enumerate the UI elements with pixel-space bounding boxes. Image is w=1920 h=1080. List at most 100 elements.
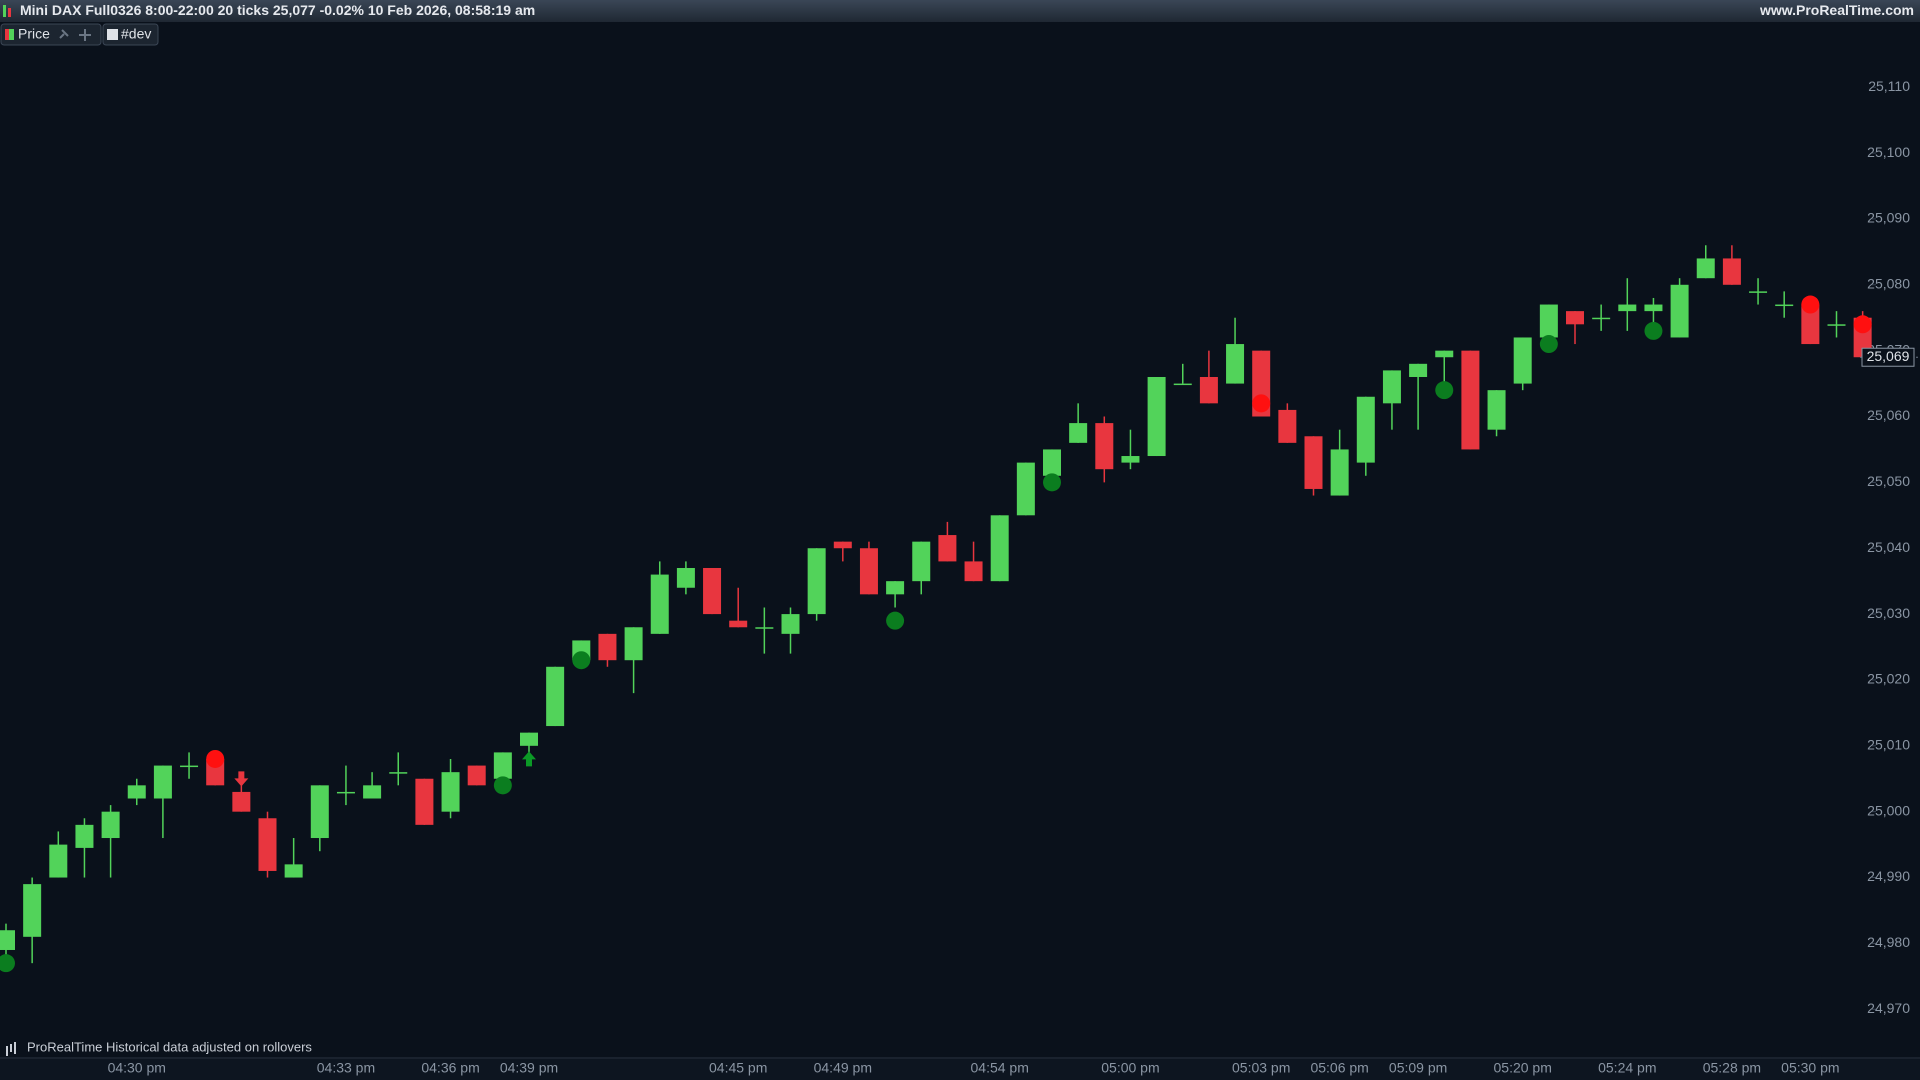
candle-body <box>859 548 878 595</box>
candle-body <box>938 535 957 562</box>
candle-body <box>520 732 538 746</box>
y-tick-label: 25,080 <box>1867 275 1910 291</box>
buy-signal <box>1644 321 1663 340</box>
price-label[interactable]: Price <box>18 26 50 42</box>
candle-body <box>310 785 329 839</box>
candle-body <box>990 515 1009 582</box>
candle-body <box>336 791 355 794</box>
x-tick-label: 05:06 pm <box>1310 1060 1368 1076</box>
x-tick-label: 04:33 pm <box>317 1060 375 1076</box>
candle-body <box>1409 363 1428 377</box>
buy-signal <box>1043 473 1061 492</box>
candle-body <box>781 614 800 634</box>
plot: 24,970 24,980 24,990 25,000 25,010 25,020 25,0… <box>0 78 1920 1076</box>
candle-body <box>1330 449 1349 496</box>
candle-body <box>1513 337 1532 384</box>
candle-body <box>284 864 303 878</box>
candle-body <box>1356 396 1375 463</box>
y-tick-label: 25,110 <box>1868 78 1910 94</box>
candle-body <box>624 627 643 661</box>
buy-signal <box>1539 335 1558 354</box>
candle-body <box>1147 376 1166 457</box>
candle-body <box>258 818 277 871</box>
dev-icon <box>107 29 118 40</box>
y-tick-label: 25,000 <box>1867 802 1910 818</box>
y-tick-label: 24,990 <box>1867 868 1910 884</box>
candle-body <box>1827 324 1846 326</box>
dev-label[interactable]: #dev <box>121 26 151 42</box>
y-tick-label: 25,060 <box>1867 407 1910 423</box>
buy-signal <box>493 776 512 795</box>
y-tick-label: 25,010 <box>1867 737 1910 753</box>
app-icon <box>8 8 11 17</box>
buy-signal <box>1435 381 1454 400</box>
site-link[interactable]: www.ProRealTime.com <box>1759 2 1914 18</box>
candle-body <box>1069 423 1088 443</box>
sell-signal <box>1853 315 1872 334</box>
last-price-box <box>1861 347 1915 367</box>
x-tick-label: 04:54 pm <box>971 1060 1029 1076</box>
candle-body <box>1043 449 1061 476</box>
add-icon[interactable] <box>79 29 91 41</box>
candle-body <box>1173 383 1192 386</box>
price-icon <box>9 29 14 40</box>
candle-body <box>1461 350 1480 450</box>
buy-arrow <box>522 751 536 767</box>
candle-body <box>964 561 983 582</box>
sell-arrow <box>234 771 249 787</box>
candle-body <box>23 884 42 937</box>
footer-icon <box>6 1042 16 1056</box>
candle-body <box>415 778 434 825</box>
sell-signal <box>1801 295 1820 314</box>
candle-body <box>493 752 512 779</box>
candle-body <box>1278 409 1297 443</box>
candle-body <box>127 785 146 799</box>
buy-signal <box>886 611 905 630</box>
candle-body <box>1749 291 1768 293</box>
candle-body <box>1566 311 1584 325</box>
candle-body <box>1801 304 1820 345</box>
y-tick-label: 25,100 <box>1867 144 1910 160</box>
price-icon <box>5 29 10 40</box>
candle-body <box>1435 350 1454 358</box>
last-price-label: 25,069 <box>1867 348 1910 364</box>
toolbar: Price #dev <box>0 23 159 46</box>
candle-body <box>101 811 120 839</box>
y-tick-label: 25,020 <box>1867 671 1910 687</box>
x-tick-label: 04:36 pm <box>421 1060 479 1076</box>
footer-note: ProRealTime Historical data adjusted on … <box>27 1039 312 1054</box>
candle-body <box>232 791 251 812</box>
candle-body <box>1382 370 1401 404</box>
candle-body <box>886 581 905 595</box>
x-tick-label: 05:24 pm <box>1598 1060 1656 1076</box>
sell-signal <box>1252 394 1271 413</box>
candle-body <box>833 541 852 549</box>
y-tick-label: 25,040 <box>1867 539 1910 555</box>
candle-body <box>1539 304 1558 338</box>
y-tick-label: 25,050 <box>1867 473 1910 489</box>
candle-body <box>49 844 68 878</box>
buy-signal <box>0 954 15 973</box>
sell-signal <box>206 749 225 768</box>
x-tick-label: 05:28 pm <box>1703 1060 1761 1076</box>
candle-body <box>1775 304 1794 307</box>
x-tick-label: 05:30 pm <box>1781 1060 1839 1076</box>
candle-body <box>180 765 199 768</box>
x-tick-label: 04:45 pm <box>709 1060 767 1076</box>
x-tick-label: 04:30 pm <box>108 1060 166 1076</box>
settings-icon[interactable] <box>59 29 69 39</box>
candle-body <box>1618 304 1637 312</box>
candle-body <box>1304 436 1323 489</box>
candle-body <box>703 567 722 615</box>
x-tick-label: 04:39 pm <box>500 1060 558 1076</box>
candle-body <box>0 930 15 950</box>
price-button[interactable] <box>0 23 102 46</box>
candle-body <box>676 567 695 588</box>
candle-body <box>389 772 408 774</box>
x-tick-label: 05:00 pm <box>1101 1060 1159 1076</box>
candle-body <box>153 765 172 799</box>
candle-body <box>546 666 565 727</box>
candle-body <box>807 548 826 615</box>
candle-body <box>1487 390 1506 430</box>
